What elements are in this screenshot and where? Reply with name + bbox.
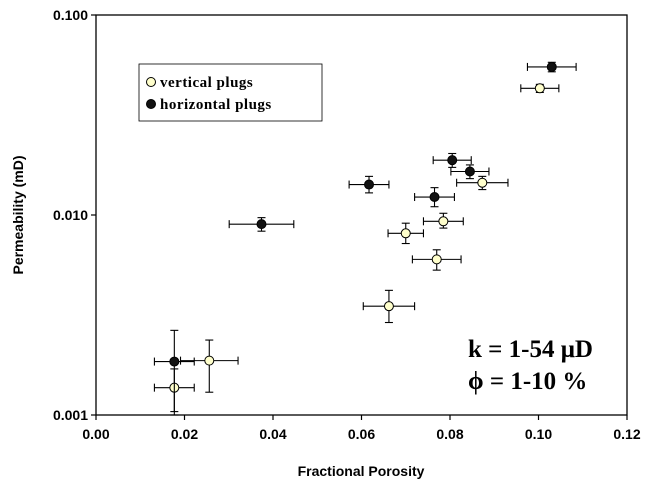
vertical-plug-point (411, 249, 462, 271)
point-marker (256, 219, 267, 230)
point-marker (477, 177, 488, 188)
horizontal-plug-point (348, 175, 390, 194)
x-tick-label: 0.02 (171, 426, 198, 442)
legend: vertical plugs horizontal plugs (138, 63, 323, 122)
legend-label-horizontal: horizontal plugs (160, 97, 272, 113)
horizontal-plug-point (450, 164, 490, 180)
vertical-plug-point (422, 212, 464, 229)
y-tick-labels: 0.001 0.010 0.100 (53, 7, 88, 423)
x-tick-label: 0.00 (82, 426, 109, 442)
legend-box (138, 63, 323, 122)
legend-label-vertical: vertical plugs (160, 75, 253, 91)
point-marker (400, 228, 411, 239)
vertical-plug-point (179, 339, 239, 393)
y-tick-label: 0.100 (53, 7, 88, 23)
point-marker (169, 356, 180, 367)
legend-marker-horizontal (146, 99, 156, 109)
horizontal-plug-point (414, 187, 455, 208)
horizontal-plug-point (432, 152, 472, 168)
horizontal-plug-point (153, 329, 195, 416)
x-tick-label: 0.10 (525, 426, 552, 442)
point-marker (546, 61, 557, 72)
horizontal-plug-point (228, 217, 295, 232)
legend-marker-vertical (146, 77, 156, 87)
x-tick-label: 0.12 (613, 426, 640, 442)
point-marker (431, 254, 442, 265)
axis-ticks (91, 14, 628, 420)
point-marker (464, 166, 475, 177)
x-tick-label: 0.06 (348, 426, 375, 442)
point-marker (447, 155, 458, 166)
horizontal-plug-point (526, 61, 577, 73)
y-tick-label: 0.001 (53, 407, 88, 423)
y-axis-title: Permeability (mD) (10, 155, 26, 274)
vertical-plug-point (520, 83, 560, 94)
y-tick-label: 0.010 (53, 207, 88, 223)
annotation-permeability-range: k = 1-54 μD (468, 336, 593, 363)
x-tick-labels: 0.00 0.02 0.04 0.06 0.08 0.10 0.12 (82, 426, 640, 442)
vertical-plug-point (362, 289, 416, 324)
point-marker (429, 192, 440, 203)
point-marker (383, 301, 394, 312)
data-points (153, 61, 577, 416)
x-tick-label: 0.08 (436, 426, 463, 442)
annotation-porosity-range: ϕ = 1-10 % (468, 368, 587, 395)
vertical-plug-point (387, 222, 425, 245)
x-tick-label: 0.04 (259, 426, 286, 442)
x-axis-title: Fractional Porosity (298, 463, 425, 479)
point-marker (364, 179, 375, 190)
vertical-plug-point (456, 175, 509, 191)
point-marker (438, 216, 449, 227)
point-marker (534, 83, 545, 94)
point-marker (204, 355, 215, 366)
